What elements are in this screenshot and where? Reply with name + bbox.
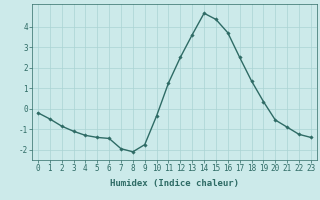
X-axis label: Humidex (Indice chaleur): Humidex (Indice chaleur) (110, 179, 239, 188)
